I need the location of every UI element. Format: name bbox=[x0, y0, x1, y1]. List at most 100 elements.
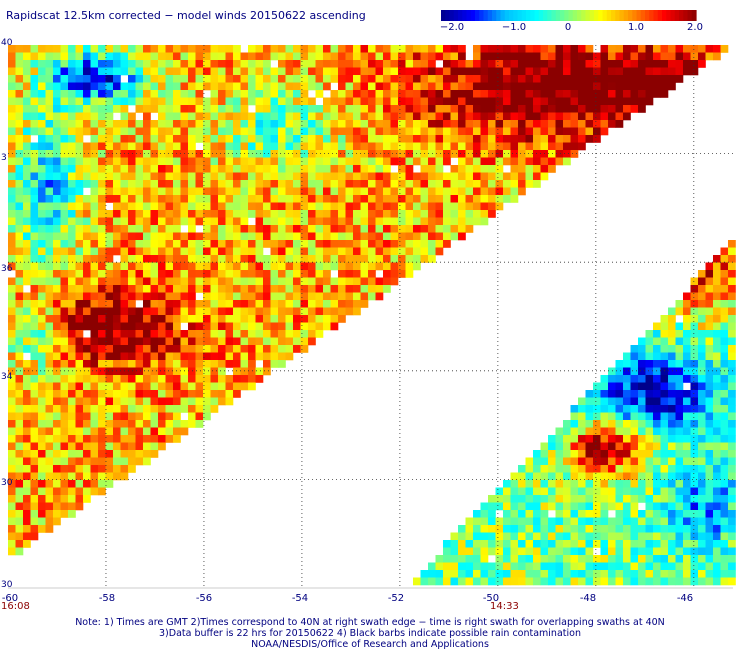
swath-cell bbox=[578, 82, 586, 91]
swath-cell bbox=[638, 412, 646, 421]
swath-cell bbox=[135, 157, 144, 166]
swath-cell bbox=[83, 165, 91, 173]
swath-cell bbox=[135, 442, 144, 451]
swath-cell bbox=[458, 180, 466, 188]
swath-cell bbox=[563, 570, 571, 578]
swath-cell bbox=[158, 330, 166, 338]
swath-cell bbox=[593, 435, 601, 443]
swath-cell bbox=[60, 202, 69, 211]
swath-cell bbox=[143, 45, 151, 53]
swath-cell bbox=[345, 165, 354, 173]
swath-cell bbox=[353, 90, 361, 98]
swath-cell bbox=[473, 75, 481, 83]
swath-cell bbox=[653, 495, 661, 503]
swath-cell bbox=[630, 502, 639, 511]
swath-cell bbox=[173, 75, 181, 83]
swath-cell bbox=[518, 547, 526, 556]
swath-cell bbox=[263, 262, 271, 271]
swath-cell bbox=[390, 225, 399, 233]
swath-cell bbox=[630, 540, 639, 548]
swath-cell bbox=[90, 367, 99, 376]
swath-cell bbox=[458, 217, 466, 226]
swath-cell bbox=[630, 450, 639, 458]
swath-cell bbox=[300, 337, 309, 346]
swath-cell bbox=[180, 112, 189, 121]
swath-cell bbox=[240, 67, 249, 76]
swath-cell bbox=[233, 240, 241, 248]
swath-cell bbox=[713, 480, 721, 488]
swath-cell bbox=[128, 405, 136, 413]
swath-cell bbox=[698, 562, 706, 571]
swath-cell bbox=[233, 360, 241, 368]
swath-cell bbox=[713, 525, 721, 533]
swath-cell bbox=[225, 82, 234, 91]
swath-cell bbox=[248, 240, 256, 248]
swath-cell bbox=[45, 450, 54, 458]
swath-cell bbox=[473, 540, 481, 548]
swath-cell bbox=[428, 45, 436, 53]
swath-cell bbox=[240, 375, 249, 383]
swath-cell bbox=[285, 232, 294, 241]
swath-cell bbox=[518, 150, 526, 158]
swath-cell bbox=[15, 525, 24, 533]
swath-cell bbox=[698, 292, 706, 301]
swath-cell bbox=[615, 450, 624, 458]
swath-cell bbox=[450, 187, 459, 196]
swath-cell bbox=[203, 322, 211, 331]
swath-cell bbox=[315, 240, 324, 248]
swath-cell bbox=[518, 142, 526, 151]
swath-cell bbox=[660, 337, 669, 346]
swath-cell bbox=[720, 360, 729, 368]
swath-cell bbox=[638, 75, 646, 83]
swath-cell bbox=[255, 270, 264, 278]
swath-cell bbox=[293, 202, 301, 211]
swath-cell bbox=[375, 135, 384, 143]
swath-cell bbox=[323, 202, 331, 211]
swath-cell bbox=[30, 75, 39, 83]
swath-cell bbox=[68, 270, 76, 278]
swath-cell bbox=[653, 375, 661, 383]
swath-cell bbox=[683, 570, 691, 578]
swath-cell bbox=[143, 225, 151, 233]
swath-cell bbox=[608, 502, 616, 511]
swath-cell bbox=[120, 247, 129, 256]
swath-cell bbox=[270, 352, 279, 361]
swath-cell bbox=[698, 420, 706, 428]
swath-cell bbox=[308, 172, 316, 181]
swath-cell bbox=[645, 555, 654, 563]
swath-cell bbox=[668, 555, 676, 563]
swath-cell bbox=[623, 360, 631, 368]
swath-cell bbox=[353, 142, 361, 151]
swath-cell bbox=[225, 375, 234, 383]
swath-cell bbox=[90, 172, 99, 181]
swath-cell bbox=[45, 472, 54, 481]
swath-cell bbox=[128, 217, 136, 226]
swath-cell bbox=[653, 67, 661, 76]
swath-cell bbox=[203, 292, 211, 301]
swath-cell bbox=[135, 360, 144, 368]
swath-cell bbox=[263, 165, 271, 173]
swath-cell bbox=[630, 412, 639, 421]
swath-cell bbox=[345, 225, 354, 233]
swath-cell bbox=[510, 97, 519, 106]
swath-cell bbox=[578, 487, 586, 496]
swath-cell bbox=[68, 300, 76, 308]
swath-cell bbox=[623, 427, 631, 436]
swath-cell bbox=[293, 135, 301, 143]
swath-cell bbox=[368, 142, 376, 151]
swath-cell bbox=[68, 307, 76, 316]
swath-cell bbox=[233, 307, 241, 316]
swath-cell bbox=[38, 105, 46, 113]
swath-cell bbox=[585, 517, 594, 526]
swath-cell bbox=[338, 270, 346, 278]
swath-cell bbox=[458, 555, 466, 563]
swath-cell bbox=[128, 52, 136, 61]
swath-cell bbox=[248, 360, 256, 368]
swath-cell bbox=[540, 60, 549, 68]
swath-cell bbox=[158, 240, 166, 248]
swath-cell bbox=[150, 292, 159, 301]
swath-cell bbox=[398, 232, 406, 241]
swath-cell bbox=[390, 112, 399, 121]
swath-cell bbox=[165, 427, 174, 436]
swath-cell bbox=[413, 202, 421, 211]
